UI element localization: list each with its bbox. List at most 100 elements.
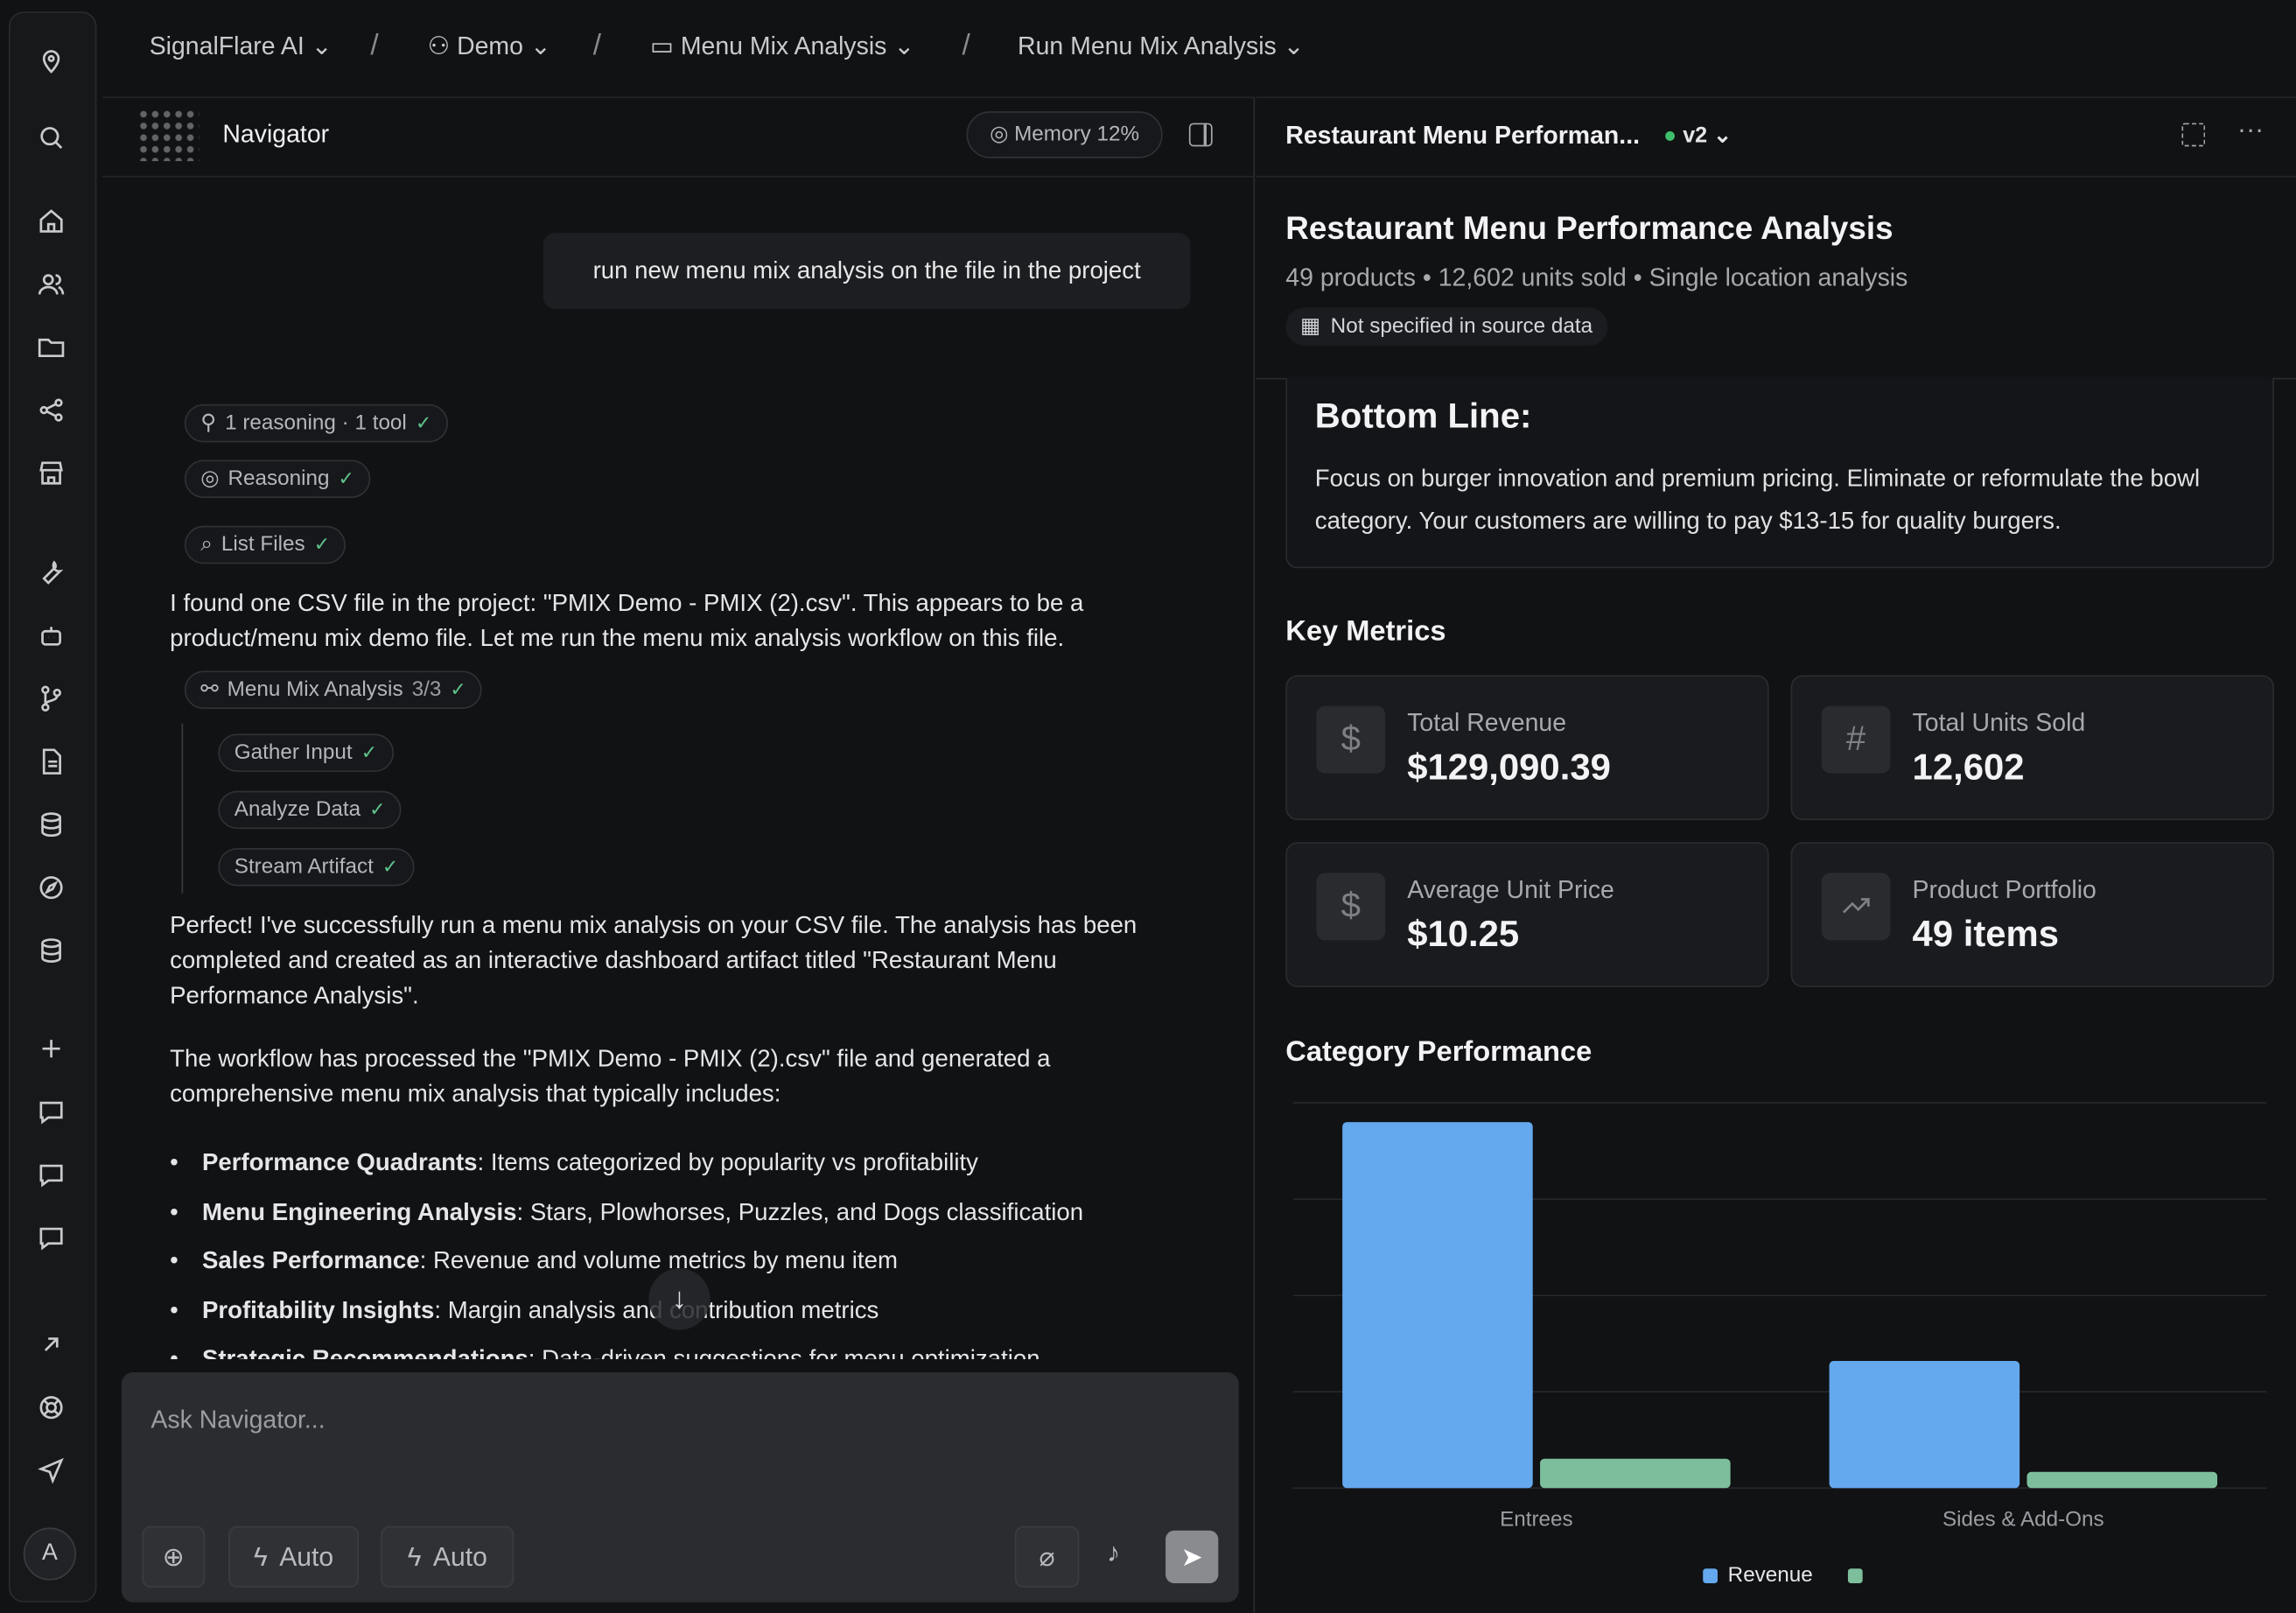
sidebar-icon[interactable] [37, 333, 66, 361]
breadcrumb[interactable]: Run Menu Mix Analysis ⌄ [1018, 32, 1305, 60]
globe-button[interactable]: ⊕ [142, 1525, 206, 1588]
separator: / [592, 29, 602, 62]
bullet-text: : Data-driven suggestions for menu optim… [528, 1347, 1040, 1359]
sidebar-icon[interactable] [37, 1392, 66, 1421]
metric-card: $ Average Unit Price $10.25 [1285, 842, 1769, 987]
navigator-panel [102, 96, 1256, 1613]
chip[interactable]: ◎ Reasoning ✓ [184, 459, 371, 498]
bar [2026, 1471, 2218, 1489]
sidebar-icon[interactable] [37, 1330, 66, 1359]
metric-label: Total Revenue [1407, 708, 1567, 737]
bullet-bold: Menu Engineering Analysis [201, 1198, 517, 1226]
bar [1829, 1361, 2020, 1489]
sidebar-icon[interactable] [37, 270, 66, 298]
separator: / [370, 29, 379, 62]
x-tick-label: Entrees [1500, 1507, 1573, 1531]
chip[interactable]: ⚲ 1 reasoning · 1 tool ✓ [184, 403, 448, 443]
breadcrumb[interactable]: SignalFlare AI ⌄ [149, 32, 332, 60]
card-text: Focus on burger innovation and premium p… [1314, 466, 2201, 535]
tree-line [181, 723, 184, 894]
toggle-panel[interactable] [1188, 123, 1213, 147]
input-placeholder[interactable]: Ask Navigator... [150, 1406, 326, 1434]
workflow-progress: 3/3 [411, 677, 442, 702]
mode-button[interactable]: ϟ Auto [381, 1525, 514, 1588]
sidebar-icon[interactable] [37, 810, 66, 838]
metric-icon: $ [1316, 705, 1386, 774]
sidebar-icon[interactable] [37, 558, 66, 587]
divider [1256, 175, 2296, 178]
sidebar-icon[interactable] [37, 684, 66, 713]
breadcrumb-item: Run Menu Mix Analysis [1018, 32, 1277, 60]
sidebar-icon[interactable] [37, 747, 66, 775]
sidebar-icon[interactable] [37, 459, 66, 487]
avatar[interactable]: A [23, 1527, 77, 1581]
sidebar-icon[interactable] [37, 1160, 66, 1189]
bullet-text: : Stars, Plowhorses, Puzzles, and Dogs c… [516, 1198, 1084, 1226]
user-message: run new menu mix analysis on the file in… [542, 233, 1191, 310]
bullet: • Sales Performance: Revenue and volume m… [170, 1248, 898, 1275]
step-text: Gather Input [234, 740, 353, 765]
breadcrumb[interactable]: ▭ Menu Mix Analysis ⌄ [650, 32, 915, 60]
sidebar-icon[interactable] [37, 1455, 66, 1484]
bar [1540, 1458, 1731, 1489]
attach-button[interactable]: ⌀ [1014, 1525, 1080, 1588]
sidebar-icon[interactable] [37, 46, 66, 74]
version-text: v2 [1683, 123, 1708, 149]
artifact-tab-title: Restaurant Menu Performan... [1285, 121, 1640, 150]
send-button[interactable]: ➤ [1166, 1530, 1219, 1584]
memory-text: Memory 12% [1014, 123, 1140, 147]
sidebar-icon[interactable] [37, 873, 66, 901]
panel-title: Navigator [222, 120, 330, 149]
chip-text: List Files [220, 533, 305, 557]
bullet-text: : Revenue and volume metrics by menu ite… [419, 1248, 898, 1275]
sidebar-icon[interactable] [37, 207, 66, 235]
metric-icon [1821, 873, 1891, 941]
bullet-bold: Strategic Recommendations [202, 1347, 528, 1359]
artifact-title: Restaurant Menu Performance Analysis [1285, 209, 1894, 247]
sidebar-icon[interactable] [37, 1097, 66, 1126]
sidebar-icon[interactable] [37, 1223, 66, 1252]
step-text: Analyze Data [234, 798, 361, 822]
chip[interactable]: ⌕ List Files ✓ [184, 525, 346, 565]
date-text: Not specified in source data [1330, 314, 1593, 339]
bullet: •Strategic Recommendations: Data-driven … [170, 1339, 1224, 1359]
legend-label: Revenue [1728, 1563, 1813, 1587]
mic-button[interactable]: ♪ [1107, 1538, 1121, 1567]
sidebar-icon[interactable] [37, 1034, 66, 1062]
sidebar-icon[interactable] [37, 621, 66, 650]
chip-text: Reasoning [228, 466, 330, 491]
legend-swatch [1847, 1568, 1863, 1584]
assistant-message: I found one CSV file in the project: "PM… [170, 590, 1084, 652]
bullet-text: : Items categorized by popularity vs pro… [477, 1149, 978, 1176]
metric-card: # Total Units Sold 12,602 [1790, 675, 2274, 821]
assistant-message: The workflow has processed the "PMIX Dem… [170, 1045, 1051, 1108]
scroll-down[interactable]: ↓ [648, 1268, 710, 1330]
bullets: • Performance Quadrants: Items categorize… [170, 1142, 1224, 1359]
workflow-chip[interactable]: ⚯ Menu Mix Analysis 3/3 ✓ [184, 670, 483, 709]
metric-label: Average Unit Price [1407, 875, 1614, 904]
step-chip: Analyze Data ✓ [218, 790, 402, 830]
breadcrumb[interactable]: ⚇ Demo ⌄ [427, 32, 551, 60]
x-tick-label: Sides & Add-Ons [1942, 1507, 2104, 1531]
sidebar-icon[interactable] [37, 123, 66, 152]
chart: Category Performance Entrees Sides & Add-… [1285, 1034, 2267, 1587]
workflow-name: Menu Mix Analysis [227, 677, 403, 702]
metric-label: Total Units Sold [1912, 708, 2086, 737]
bar [1342, 1122, 1533, 1489]
metric-label: Product Portfolio [1912, 875, 2096, 904]
version-selector[interactable]: ● v2 ⌄ [1663, 123, 1732, 149]
date-badge: ▦ Not specified in source data [1285, 307, 1607, 346]
mode-button[interactable]: ϟ Auto [228, 1525, 360, 1588]
logo [137, 108, 200, 162]
sidebar-icon[interactable] [37, 936, 66, 964]
bullet: • Menu Engineering Analysis: Stars, Plowh… [170, 1198, 1084, 1226]
fullscreen-button[interactable] [2181, 123, 2206, 147]
artifact-subtitle: 49 products • 12,602 units sold • Single… [1285, 263, 1908, 292]
step-text: Stream Artifact [234, 855, 374, 880]
memory-badge[interactable]: ◎ Memory 12% [966, 111, 1163, 158]
sidebar-icon[interactable] [37, 396, 66, 424]
bullet: • Performance Quadrants: Items categorize… [170, 1149, 978, 1176]
metric-icon: # [1821, 705, 1891, 774]
more-button[interactable]: ··· [2237, 114, 2264, 144]
